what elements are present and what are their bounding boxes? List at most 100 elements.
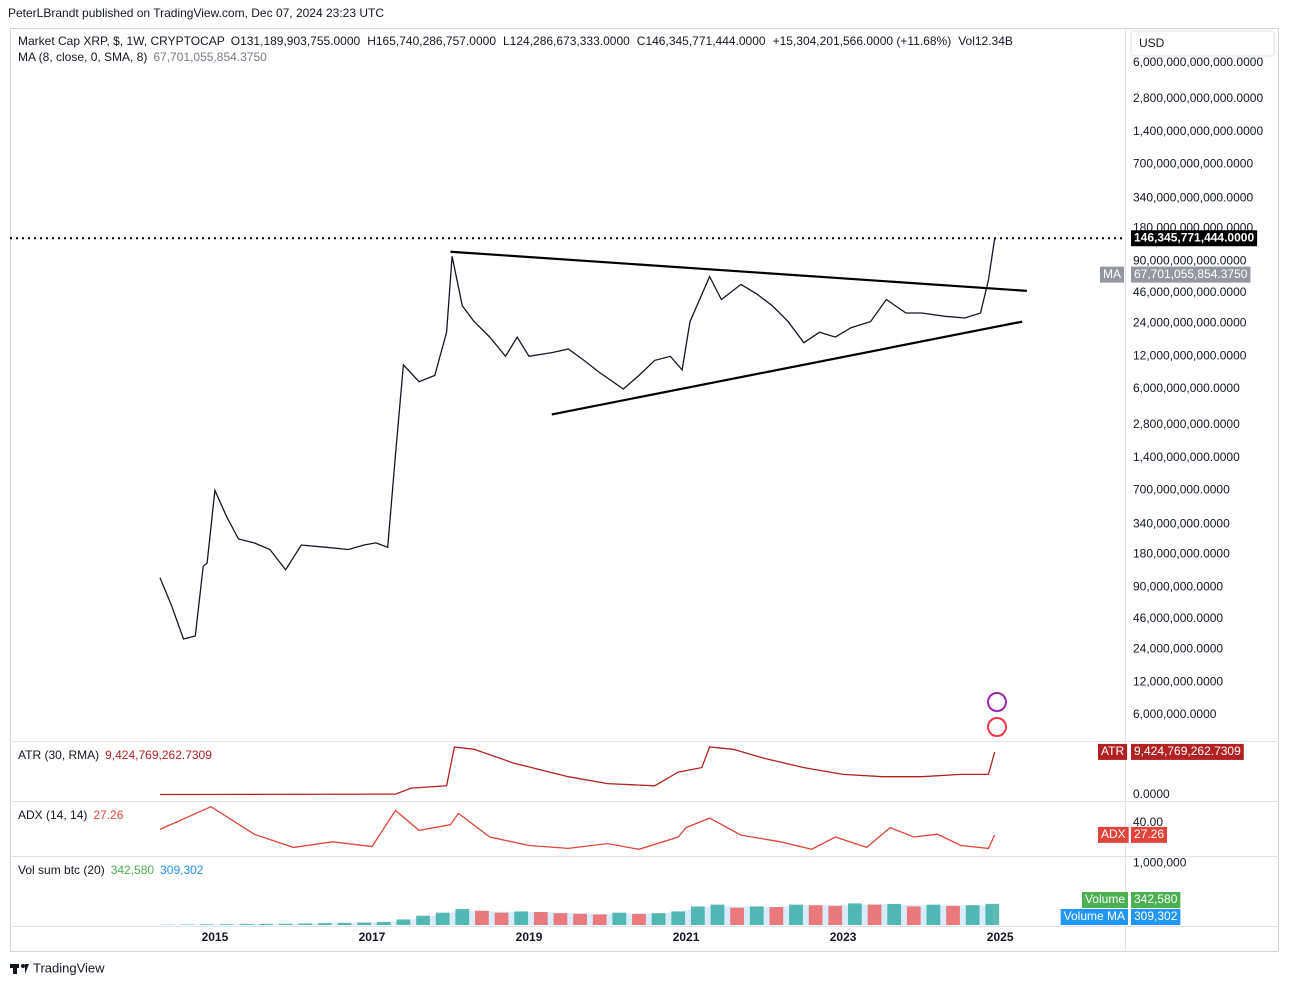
y-tick-label: 12,000,000,000.0000 bbox=[1133, 348, 1247, 362]
x-tick-label: 2023 bbox=[830, 930, 857, 944]
volume-bar bbox=[475, 910, 489, 925]
volume-bar bbox=[808, 905, 823, 925]
volume-bar bbox=[749, 906, 764, 925]
indicator-line bbox=[159, 746, 996, 796]
footer: TradingView bbox=[33, 960, 105, 975]
ma-value-badge-text: 67,701,055,854.3750 bbox=[1134, 267, 1248, 281]
volume-bar bbox=[671, 911, 686, 925]
volume-bar bbox=[357, 922, 372, 925]
x-tick-label: 2021 bbox=[673, 930, 700, 944]
ohlc-value: H165,740,286,757.0000 bbox=[367, 34, 496, 48]
ohlc-value: L124,286,673,333.0000 bbox=[503, 34, 630, 48]
volume-bar bbox=[298, 923, 313, 925]
volume-bar bbox=[651, 913, 666, 925]
last-price-badge bbox=[1131, 230, 1258, 247]
y-tick-label: 24,000,000.0000 bbox=[1133, 642, 1223, 656]
pane-value: 309,302 bbox=[160, 863, 204, 877]
y-tick-label: 700,000,000.0000 bbox=[1133, 483, 1230, 497]
y-tick-label: 12,000,000.0000 bbox=[1133, 674, 1223, 688]
volume-bar bbox=[946, 905, 960, 925]
badge-name-box bbox=[1060, 909, 1128, 925]
volume-bar bbox=[848, 903, 862, 925]
y-tick-label: 1,400,000,000,000.0000 bbox=[1133, 124, 1263, 138]
x-tick-label: 2017 bbox=[359, 930, 386, 944]
trendline bbox=[450, 250, 1027, 292]
y-tick-label: 40.00 bbox=[1133, 815, 1163, 829]
volume-bar bbox=[376, 921, 391, 925]
y-tick-label: 1,000,000 bbox=[1133, 855, 1187, 869]
y-tick-label: 340,000,000.0000 bbox=[1133, 517, 1230, 531]
currency-box[interactable] bbox=[1130, 30, 1275, 57]
y-tick-label: 700,000,000,000.0000 bbox=[1133, 157, 1253, 171]
y-tick-label: 2,800,000,000.0000 bbox=[1133, 417, 1240, 431]
indicator-line bbox=[159, 805, 996, 850]
ma-name-badge bbox=[1100, 266, 1124, 283]
volume-bar bbox=[533, 912, 548, 925]
last-value-badge bbox=[1131, 892, 1181, 908]
pane-value: 342,580 bbox=[111, 863, 155, 877]
volume-bar bbox=[965, 905, 980, 925]
frame bbox=[10, 28, 1279, 952]
ohlc-value: +15,304,201,566.0000 (+11.68%) bbox=[773, 34, 952, 48]
ohlc-value: Vol12.34B bbox=[958, 34, 1013, 48]
x-tick-label: 2025 bbox=[987, 930, 1014, 944]
volume-bar bbox=[769, 907, 784, 925]
last-value-badge-text: 342,580 bbox=[1134, 892, 1178, 906]
y-tick-label: 6,000,000.0000 bbox=[1133, 707, 1217, 721]
volume-bar bbox=[239, 924, 254, 925]
y-tick-label: 0.0000 bbox=[1133, 787, 1170, 801]
y-tick-label: 2,800,000,000,000.0000 bbox=[1133, 91, 1263, 105]
volume-bar bbox=[337, 922, 352, 925]
y-tick-label: 24,000,000,000.0000 bbox=[1133, 316, 1247, 330]
volume-bar bbox=[416, 915, 430, 925]
last-value-badge bbox=[1131, 743, 1244, 760]
ma-title: MA (8, close, 0, SMA, 8) bbox=[18, 50, 147, 64]
volume-bar bbox=[926, 904, 941, 925]
y-tick-label: 90,000,000,000.0000 bbox=[1133, 253, 1247, 267]
volume-bar bbox=[632, 913, 646, 925]
tv-logo bbox=[10, 964, 29, 974]
volume-bar bbox=[514, 911, 529, 925]
badge-name-box bbox=[1098, 826, 1129, 843]
publisher: PeterLBrandt published on TradingView.co… bbox=[8, 6, 384, 20]
volume-bar bbox=[553, 913, 568, 925]
price-line bbox=[159, 238, 996, 640]
y-tick-label: 6,000,000,000,000.0000 bbox=[1133, 55, 1263, 69]
volume-bar bbox=[867, 904, 882, 925]
event-icon[interactable] bbox=[987, 717, 1007, 737]
volume-bar bbox=[494, 912, 509, 925]
y-tick-label: 340,000,000,000.0000 bbox=[1133, 191, 1253, 205]
last-value-badge-text: 309,302 bbox=[1134, 909, 1178, 923]
y-tick-label: 90,000,000.0000 bbox=[1133, 579, 1223, 593]
last-price-badge-text: 146,345,771,444.0000 bbox=[1134, 230, 1254, 244]
event-icon[interactable] bbox=[987, 692, 1007, 712]
y-tick-label: 46,000,000,000.0000 bbox=[1133, 285, 1247, 299]
pane-title: Market Cap XRP, $, 1W, CRYPTOCAP bbox=[18, 34, 225, 48]
volume-bar bbox=[396, 919, 411, 925]
y-tick-label: 180,000,000.0000 bbox=[1133, 547, 1230, 561]
x-tick-label: 2019 bbox=[516, 930, 543, 944]
volume-bar bbox=[455, 908, 470, 925]
pane-title: ADX (14, 14) bbox=[18, 808, 87, 822]
volume-bar bbox=[730, 907, 744, 925]
volume-bar bbox=[612, 912, 627, 925]
pane-title: Vol sum btc (20) bbox=[18, 863, 105, 877]
badge-name-box bbox=[1098, 743, 1128, 760]
badge-name: ADX bbox=[1101, 827, 1126, 841]
pane-value: 9,424,769,262.7309 bbox=[105, 748, 212, 762]
volume-bar bbox=[200, 924, 214, 925]
badge-name: Volume bbox=[1085, 892, 1125, 906]
volume-bar bbox=[690, 906, 705, 925]
y-tick-label: 46,000,000.0000 bbox=[1133, 611, 1223, 625]
volume-bar bbox=[435, 912, 450, 925]
last-value-badge bbox=[1131, 826, 1168, 843]
last-value-badge-text: 27.26 bbox=[1134, 827, 1164, 841]
y-tick-label: 6,000,000,000.0000 bbox=[1133, 381, 1240, 395]
currency[interactable]: USD bbox=[1139, 36, 1165, 50]
ma-value: 67,701,055,854.3750 bbox=[153, 50, 267, 64]
badge-name-box bbox=[1081, 892, 1128, 908]
volume-bar bbox=[317, 923, 332, 925]
last-value-badge-text: 9,424,769,262.7309 bbox=[1134, 744, 1241, 758]
